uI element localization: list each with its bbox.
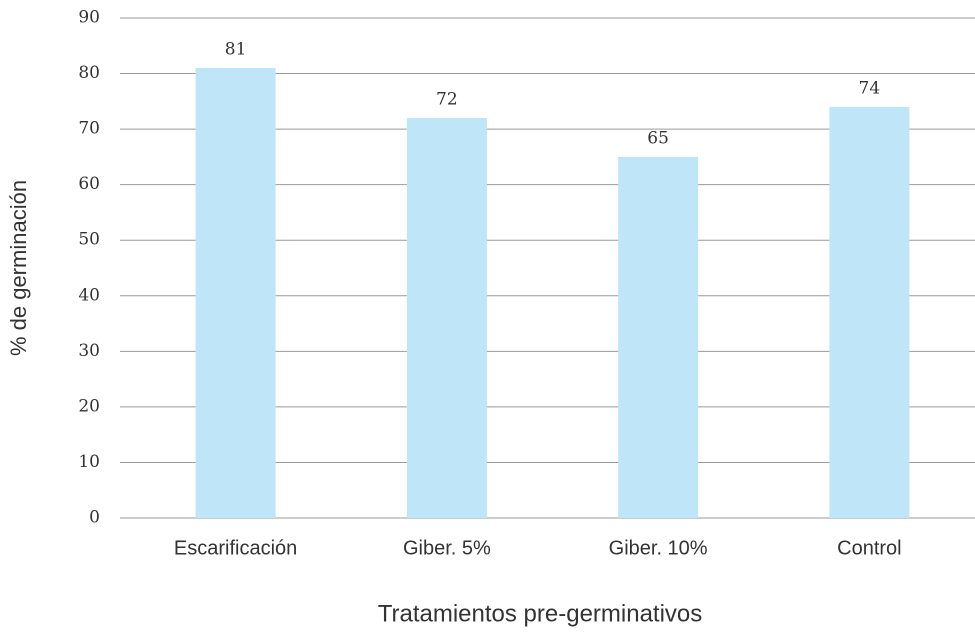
y-axis-title: % de germinación <box>6 180 31 356</box>
x-tick-label: Giber. 5% <box>403 537 491 559</box>
bar <box>829 106 910 518</box>
bar <box>406 118 487 518</box>
value-label: 72 <box>436 90 458 110</box>
x-tick-label: Control <box>837 537 901 559</box>
value-label: 81 <box>225 40 247 60</box>
y-tick-label: 30 <box>78 341 100 361</box>
y-tick-label: 50 <box>78 230 100 250</box>
y-tick-label: 10 <box>78 452 100 472</box>
x-axis-title: Tratamientos pre-germinativos <box>378 600 703 627</box>
value-label: 74 <box>859 78 881 98</box>
y-tick-label: 70 <box>78 119 100 139</box>
y-tick-label: 60 <box>78 174 100 194</box>
y-tick-label: 20 <box>78 396 100 416</box>
y-tick-label: 0 <box>89 508 100 528</box>
bar <box>195 68 276 518</box>
x-tick-label: Giber. 10% <box>609 537 708 559</box>
value-label: 65 <box>647 128 669 148</box>
x-tick-label: Escarificación <box>174 537 297 559</box>
y-tick-label: 80 <box>78 63 100 83</box>
bar <box>618 156 699 518</box>
y-tick-label: 90 <box>78 8 100 28</box>
y-tick-label: 40 <box>78 285 100 305</box>
